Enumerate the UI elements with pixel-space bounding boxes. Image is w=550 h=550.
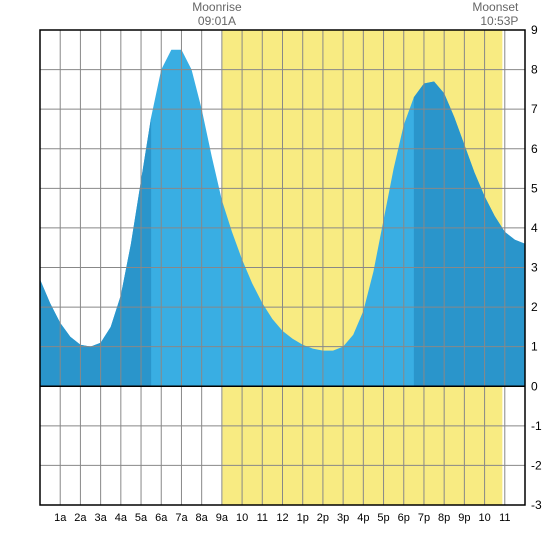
x-tick-label: 10: [478, 512, 490, 524]
x-tick-label: 7p: [418, 512, 430, 524]
x-tick-label: 3p: [337, 512, 349, 524]
y-tick-label: -1: [531, 419, 542, 433]
x-tick-label: 6a: [155, 512, 168, 524]
moonset-label: Moonset 10:53P: [472, 0, 518, 29]
x-tick-label: 5p: [377, 512, 389, 524]
x-tick-label: 8a: [196, 512, 209, 524]
moonset-title: Moonset: [472, 0, 518, 14]
x-tick-label: 5a: [135, 512, 148, 524]
x-tick-label: 11: [499, 512, 510, 524]
x-tick-label: 9a: [216, 512, 229, 524]
moonrise-title: Moonrise: [192, 0, 241, 14]
y-tick-label: 1: [531, 340, 538, 354]
x-tick-label: 3a: [95, 512, 108, 524]
x-tick-label: 2a: [74, 512, 87, 524]
y-tick-label: 7: [531, 102, 538, 116]
moonrise-time: 09:01A: [198, 14, 236, 28]
y-tick-label: -2: [531, 458, 542, 472]
y-tick-label: 5: [531, 181, 538, 195]
y-tick-label: 3: [531, 261, 538, 275]
chart-svg: -3-2-101234567891a2a3a4a5a6a7a8a9a101112…: [0, 0, 550, 550]
tide-chart: Moonrise 09:01A Moonset 10:53P -3-2-1012…: [0, 0, 550, 550]
x-tick-label: 2p: [317, 512, 329, 524]
y-tick-label: 6: [531, 142, 538, 156]
x-tick-label: 11: [257, 512, 268, 524]
x-tick-label: 1a: [54, 512, 67, 524]
x-tick-label: 12: [276, 512, 288, 524]
x-tick-label: 4a: [115, 512, 128, 524]
x-tick-label: 1p: [297, 512, 309, 524]
moonrise-label: Moonrise 09:01A: [192, 0, 241, 29]
x-tick-label: 9p: [458, 512, 470, 524]
y-tick-label: 9: [531, 23, 538, 37]
y-tick-label: 4: [531, 221, 538, 235]
x-tick-label: 10: [236, 512, 248, 524]
y-tick-label: -3: [531, 498, 542, 512]
moonset-time: 10:53P: [480, 14, 518, 28]
y-tick-label: 8: [531, 63, 538, 77]
x-tick-label: 6p: [398, 512, 410, 524]
x-tick-label: 7a: [175, 512, 188, 524]
y-tick-label: 2: [531, 300, 538, 314]
y-tick-label: 0: [531, 379, 538, 393]
x-tick-label: 4p: [357, 512, 369, 524]
x-tick-label: 8p: [438, 512, 450, 524]
